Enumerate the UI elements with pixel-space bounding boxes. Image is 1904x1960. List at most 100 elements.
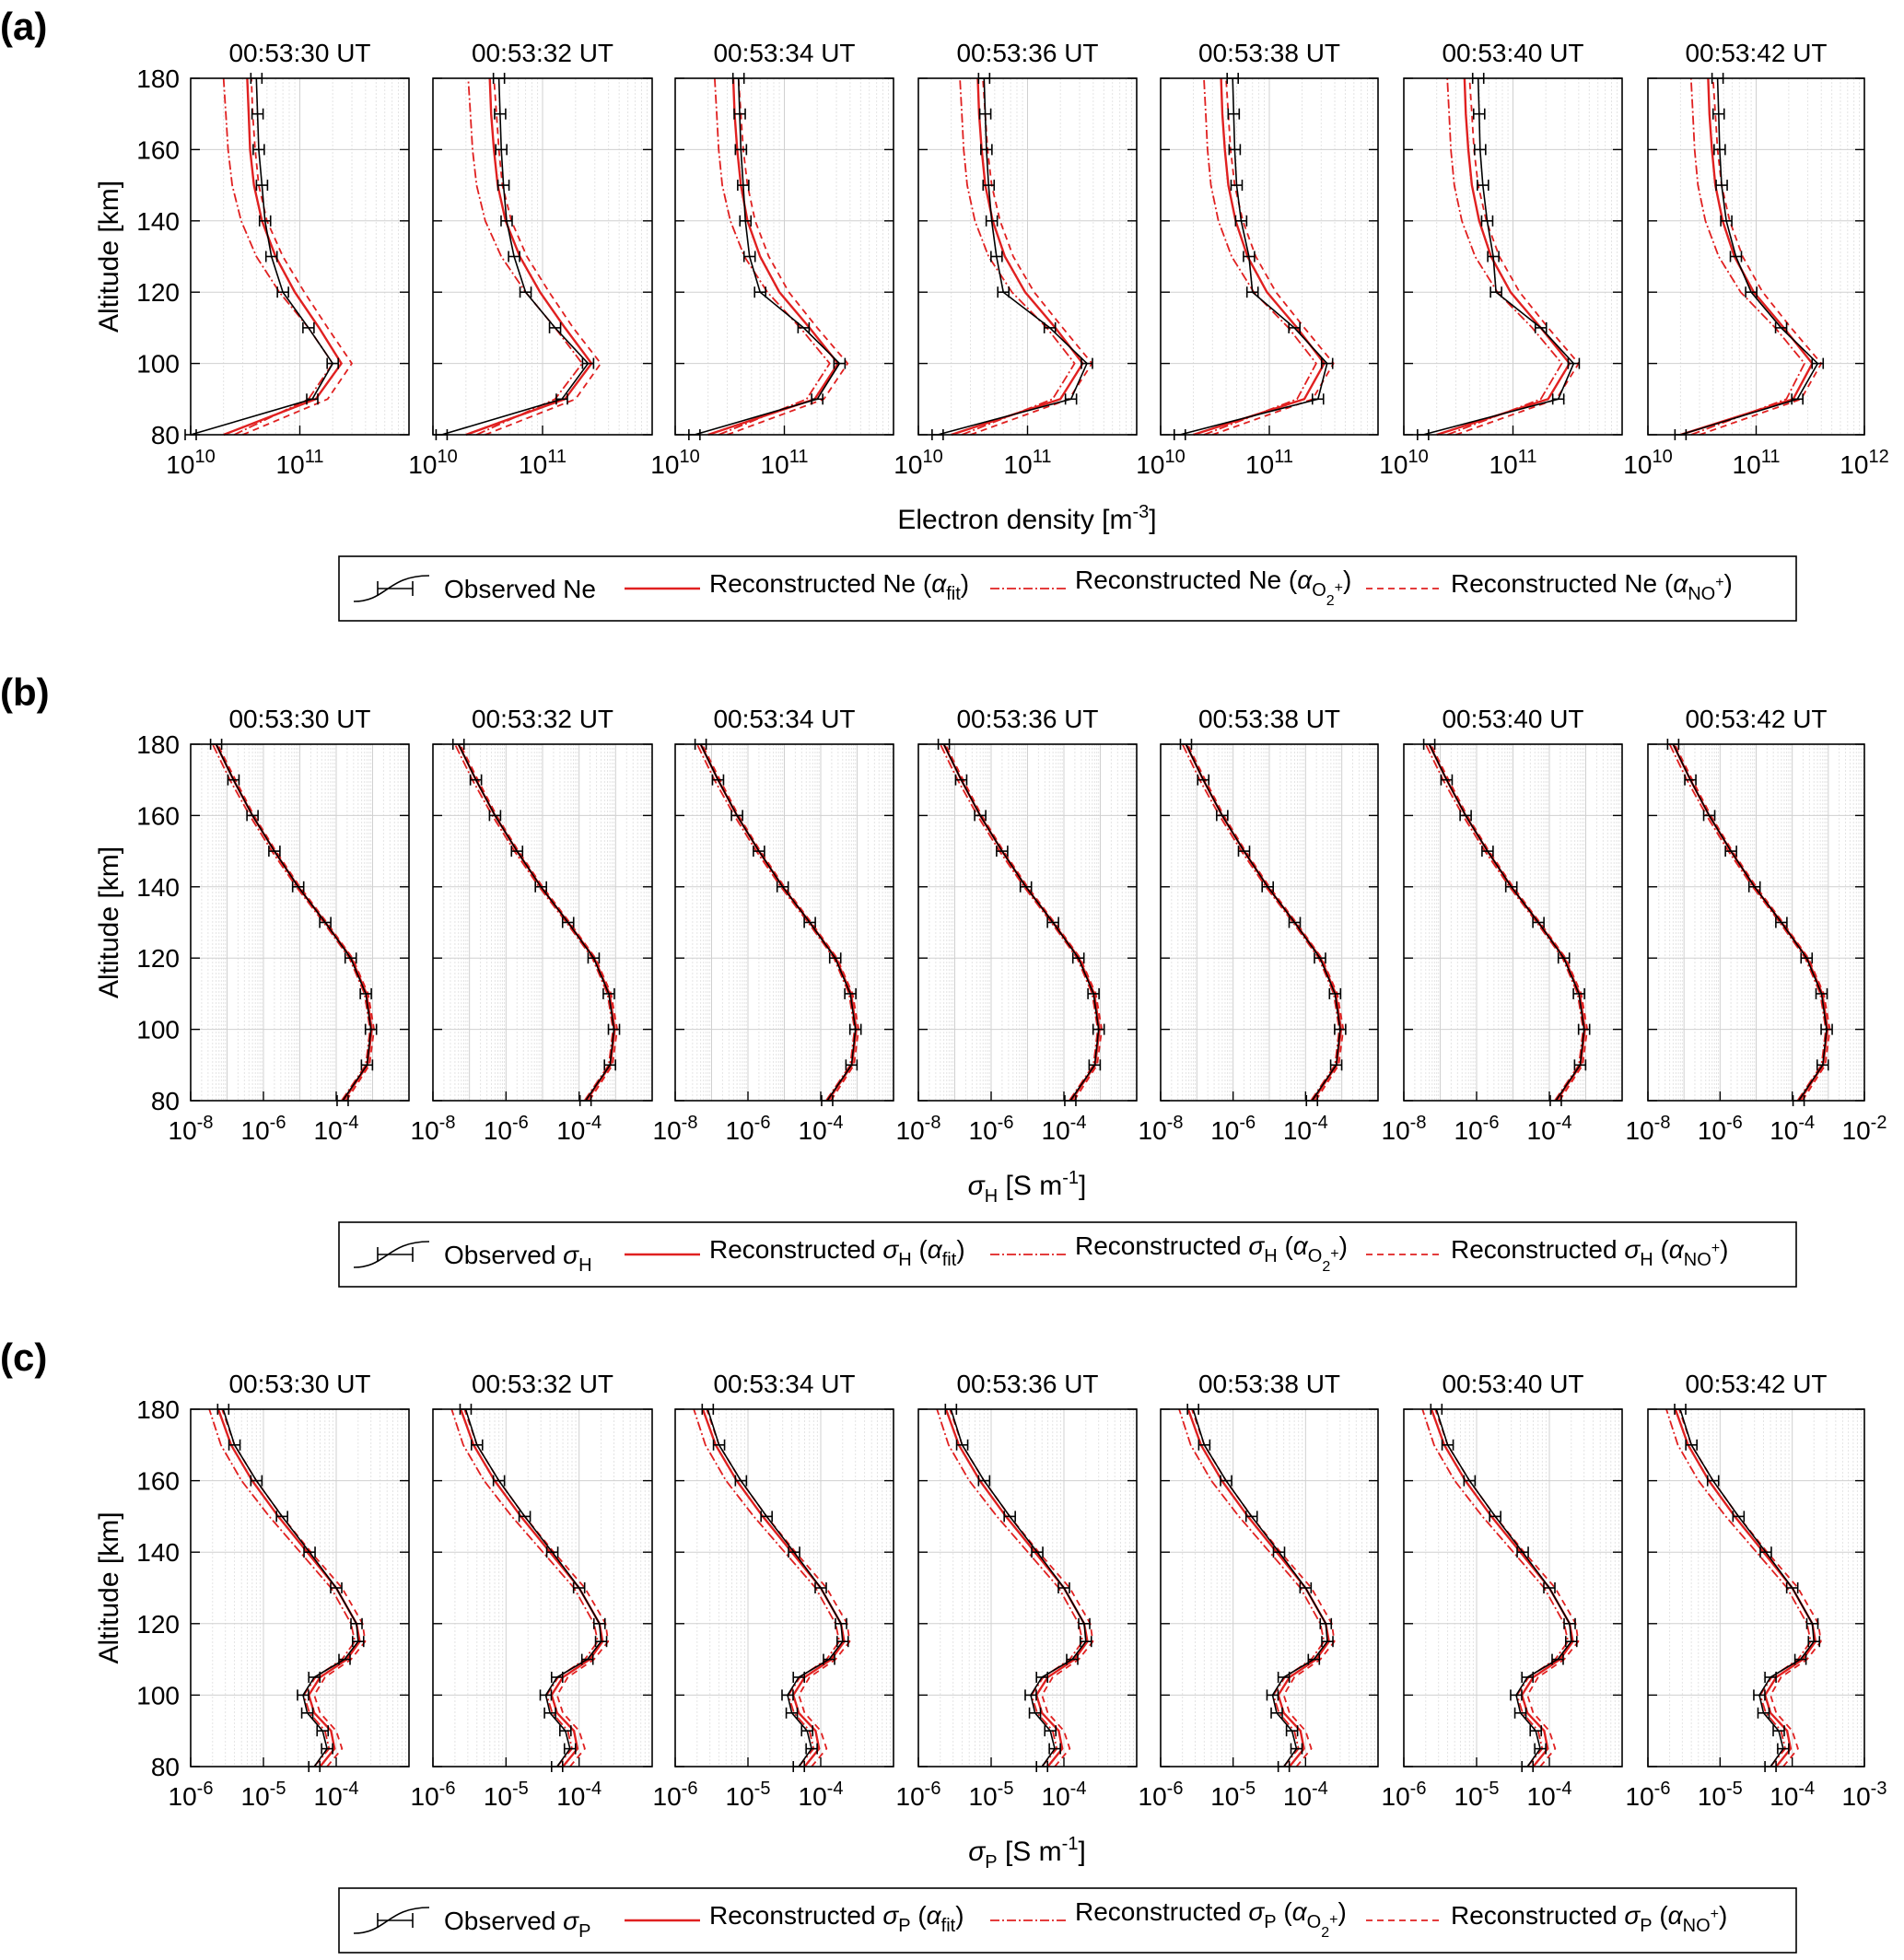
series-line-o2: [1689, 77, 1806, 436]
x-tick-exponent: -4: [1312, 1779, 1328, 1799]
axes-frame: [917, 1408, 1138, 1768]
x-tick-label: 10-6: [241, 1113, 286, 1145]
series-line-o2: [695, 743, 856, 1102]
x-tick-exponent: -4: [1312, 1113, 1328, 1133]
x-tick-label: 10-6: [1454, 1113, 1500, 1145]
series-line-no: [1430, 743, 1589, 1102]
subplot-title: 00:53:34 UT: [713, 705, 855, 733]
x-tick-base: 10: [1210, 1782, 1239, 1811]
x-tick-label: 1011: [1733, 447, 1781, 479]
axes-frame: [432, 1408, 653, 1768]
x-tick-exponent: -6: [1726, 1113, 1743, 1133]
x-tick-base: 10: [1626, 1116, 1654, 1145]
series-line-o2: [939, 743, 1099, 1102]
series-line-no: [1211, 77, 1335, 436]
x-tick-base: 10: [408, 450, 437, 479]
legend-text: ): [1343, 566, 1351, 594]
legend-subscript: H: [898, 1250, 911, 1270]
x-tick-exponent: -4: [343, 1779, 359, 1799]
x-tick-base: 10: [1004, 450, 1033, 479]
y-tick-label: 180: [136, 1395, 180, 1424]
x-tick-exponent: -6: [1239, 1113, 1256, 1133]
series-line-fit: [951, 77, 1084, 437]
legend-symbol: σ: [563, 1907, 579, 1935]
x-tick-label: 10-4: [1527, 1779, 1572, 1811]
legend-text: (: [1653, 1901, 1669, 1930]
x-tick-exponent: -8: [925, 1113, 941, 1133]
x-tick-base: 10: [969, 1116, 998, 1145]
legend-text: Reconstructed Ne (: [709, 569, 932, 598]
series-line-no: [1674, 743, 1831, 1102]
x-axis-label-exponent: -3: [1132, 502, 1149, 522]
axes-frame: [674, 1408, 894, 1768]
x-tick-label: 10-4: [1770, 1779, 1815, 1811]
x-tick-exponent: 11: [1761, 447, 1781, 467]
x-tick-exponent: -5: [512, 1779, 529, 1799]
x-tick-base: 10: [1210, 1116, 1239, 1145]
x-tick-base: 10: [166, 450, 194, 479]
subplot-title: 00:53:34 UT: [713, 39, 855, 67]
x-tick-exponent: -6: [998, 1113, 1014, 1133]
legend-text: Reconstructed: [709, 1235, 882, 1264]
legend-observed-label: Observed σH: [444, 1241, 592, 1276]
x-tick-label: 10-6: [169, 1779, 214, 1811]
x-tick-label: 10-5: [726, 1779, 771, 1811]
x-tick-base: 10: [1382, 1116, 1410, 1145]
x-tick-label: 10-4: [1283, 1779, 1328, 1811]
series-line-o2: [959, 77, 1076, 436]
x-tick-label: 10-6: [411, 1779, 456, 1811]
x-tick-label: 1012: [1840, 447, 1888, 479]
series-line-no: [1677, 1408, 1822, 1768]
legend-text: (: [1278, 1231, 1294, 1260]
x-tick-exponent: 10: [437, 447, 457, 467]
x-tick-label: 1010: [166, 447, 215, 479]
legend-subscript: P: [898, 1916, 910, 1936]
x-tick-label: 10-4: [556, 1779, 602, 1811]
legend-subscript: O: [1312, 580, 1326, 601]
x-axis-label: σP [S m-1]: [968, 1834, 1086, 1872]
axes-frame: [190, 743, 410, 1102]
x-tick-label: 10-6: [1698, 1113, 1743, 1145]
x-tick-label: 1010: [1136, 447, 1185, 479]
axes-frame: [1647, 1408, 1865, 1768]
legend-text: ): [961, 569, 969, 598]
x-tick-exponent: 10: [194, 447, 215, 467]
x-tick-label: 10-4: [314, 1113, 359, 1145]
x-tick-exponent: 11: [305, 447, 324, 467]
axes-frame: [674, 743, 894, 1102]
legend-text: (: [1277, 1897, 1293, 1926]
legend-text: Observed: [444, 1907, 563, 1935]
series-line-no: [944, 743, 1104, 1102]
legend-subscript: O: [1307, 1912, 1322, 1932]
x-axis-label-exponent: -1: [1062, 1168, 1079, 1188]
subplot-title: 00:53:40 UT: [1442, 39, 1583, 67]
y-tick-label: 80: [151, 1087, 180, 1115]
x-axis-label-unit: [S m: [998, 1837, 1062, 1867]
x-tick-exponent: -5: [1483, 1779, 1500, 1799]
x-tick-base: 10: [726, 1116, 754, 1145]
subplot-title: 00:53:38 UT: [1198, 39, 1340, 67]
subplot-title: 00:53:40 UT: [1442, 705, 1583, 733]
x-tick-base: 10: [1698, 1116, 1726, 1145]
series-line-o2: [1424, 743, 1584, 1102]
y-tick-label: 80: [151, 421, 180, 449]
x-tick-label: 1011: [1489, 447, 1537, 479]
x-tick-label: 1011: [519, 447, 567, 479]
legend-subscript: NO: [1688, 584, 1715, 604]
x-tick-base: 10: [1245, 450, 1274, 479]
x-tick-exponent: -4: [585, 1113, 602, 1133]
x-tick-base: 10: [1454, 1116, 1483, 1145]
x-tick-exponent: 11: [1274, 447, 1293, 467]
x-tick-base: 10: [1489, 450, 1518, 479]
x-tick-base: 10: [484, 1116, 512, 1145]
x-tick-exponent: 10: [922, 447, 942, 467]
legend-label-o2: Reconstructed σH (αO2+): [1075, 1231, 1348, 1275]
series-line-no: [459, 743, 618, 1102]
x-tick-label: 1011: [761, 447, 809, 479]
